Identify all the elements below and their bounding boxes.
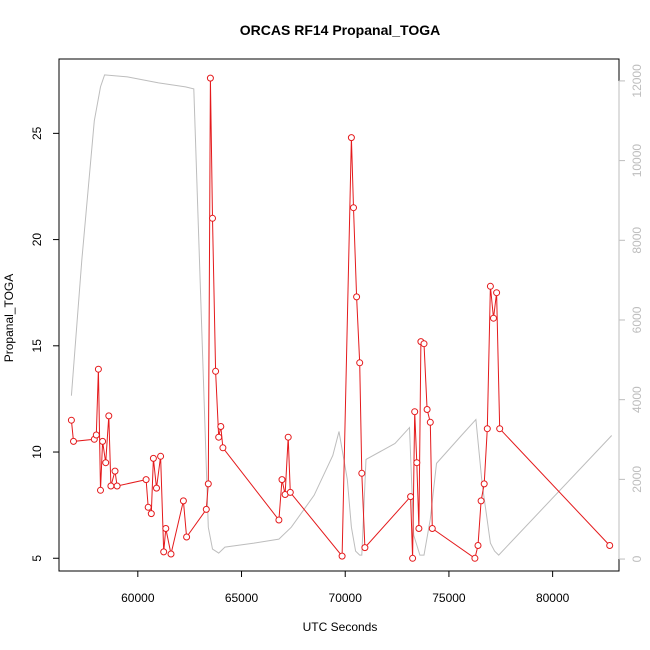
y-axis-left: 5 10 15 20 25 [30, 126, 60, 562]
data-point [111, 467, 119, 475]
data-point [486, 282, 494, 290]
chart-title: ORCAS RF14 Propanal_TOGA [240, 22, 440, 38]
data-point [420, 340, 428, 348]
x-axis-title: UTC Seconds [303, 620, 378, 634]
data-point [496, 425, 504, 433]
data-point [153, 484, 160, 492]
data-point [409, 554, 417, 562]
data-point [471, 554, 479, 562]
x-tick-label: 70000 [329, 591, 363, 605]
data-point [350, 204, 357, 212]
data-point [167, 550, 175, 558]
data-point [423, 406, 431, 413]
altitude-series-line [70, 74, 613, 556]
data-point [215, 433, 223, 441]
y-tick-label: 5 [30, 555, 44, 562]
data-point [275, 516, 283, 524]
data-point [147, 510, 155, 518]
data-point [94, 365, 102, 373]
data-point [219, 444, 227, 452]
y2-tick-label: 12000 [630, 64, 644, 98]
data-point [407, 493, 415, 501]
data-point [217, 423, 225, 430]
data-point [361, 544, 369, 552]
series-layer [67, 74, 614, 562]
y2-tick-label: 2000 [630, 466, 644, 493]
data-point [338, 552, 346, 560]
data-point [183, 533, 191, 541]
y-tick-label: 25 [30, 126, 44, 140]
data-point [144, 503, 152, 511]
data-point [92, 431, 100, 439]
propanal-series-line [70, 78, 611, 560]
data-point [160, 548, 168, 556]
data-point [480, 480, 488, 488]
data-point [426, 418, 434, 426]
data-point [107, 482, 115, 490]
y-axis-right: 0 2000 4000 6000 8000 10000 12000 [618, 64, 644, 562]
data-point [206, 74, 214, 82]
data-point [105, 412, 113, 420]
x-tick-label: 80000 [536, 591, 570, 605]
data-point [353, 293, 361, 301]
data-point [204, 480, 212, 488]
data-point [415, 525, 423, 532]
y2-tick-label: 0 [630, 555, 644, 562]
plot-frame [58, 58, 620, 572]
data-point [202, 505, 210, 513]
x-axis: 60000 65000 70000 75000 80000 [121, 570, 570, 605]
data-point [209, 214, 216, 222]
data-point [490, 314, 497, 322]
data-point [142, 476, 150, 484]
y2-tick-label: 8000 [630, 227, 644, 254]
data-point [212, 367, 220, 375]
data-point [97, 486, 104, 494]
data-point [149, 454, 157, 462]
data-point [413, 459, 421, 467]
data-point [70, 437, 77, 445]
data-point [428, 525, 436, 532]
x-tick-label: 60000 [121, 591, 155, 605]
data-point [162, 525, 170, 532]
y2-tick-label: 6000 [630, 306, 644, 333]
y-tick-label: 15 [30, 339, 44, 353]
data-point [157, 452, 165, 460]
data-point [284, 433, 292, 441]
data-point [99, 437, 107, 445]
data-point [286, 488, 294, 496]
data-point [278, 476, 286, 484]
data-point [474, 542, 482, 549]
data-point [102, 459, 110, 467]
y2-tick-label: 4000 [630, 386, 644, 413]
x-tick-label: 75000 [432, 591, 466, 605]
data-point [358, 469, 366, 477]
data-point [483, 425, 491, 433]
y2-tick-label: 10000 [630, 144, 644, 178]
x-tick-label: 65000 [225, 591, 259, 605]
data-point [347, 134, 355, 142]
data-point [67, 416, 75, 424]
data-point [477, 497, 485, 505]
data-point [113, 482, 121, 490]
data-point [356, 359, 364, 367]
data-point [606, 542, 614, 549]
y-axis-title: Propanal_TOGA [2, 274, 16, 363]
data-point [493, 289, 501, 297]
data-point [411, 408, 419, 416]
y-tick-label: 20 [30, 233, 44, 247]
y-tick-label: 10 [30, 445, 44, 459]
data-point [179, 497, 187, 505]
